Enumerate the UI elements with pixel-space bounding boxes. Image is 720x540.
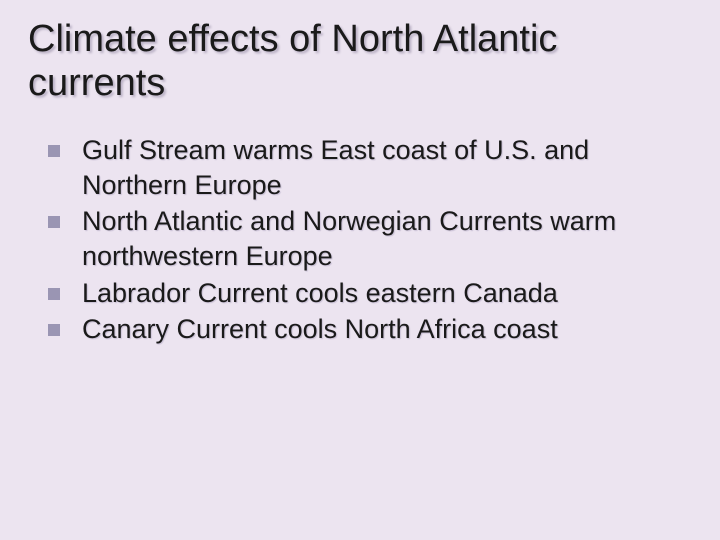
slide: Climate effects of North Atlantic curren… xyxy=(0,0,720,540)
bullet-text: North Atlantic and Norwegian Currents wa… xyxy=(82,204,692,273)
square-bullet-icon xyxy=(48,145,60,157)
slide-body: Gulf Stream warms East coast of U.S. and… xyxy=(28,133,692,346)
list-item: Labrador Current cools eastern Canada xyxy=(48,276,692,311)
bullet-text: Gulf Stream warms East coast of U.S. and… xyxy=(82,133,692,202)
slide-title: Climate effects of North Atlantic curren… xyxy=(28,18,692,105)
list-item: Gulf Stream warms East coast of U.S. and… xyxy=(48,133,692,202)
square-bullet-icon xyxy=(48,324,60,336)
bullet-text: Labrador Current cools eastern Canada xyxy=(82,276,558,311)
square-bullet-icon xyxy=(48,288,60,300)
square-bullet-icon xyxy=(48,216,60,228)
list-item: Canary Current cools North Africa coast xyxy=(48,312,692,347)
list-item: North Atlantic and Norwegian Currents wa… xyxy=(48,204,692,273)
bullet-text: Canary Current cools North Africa coast xyxy=(82,312,558,347)
